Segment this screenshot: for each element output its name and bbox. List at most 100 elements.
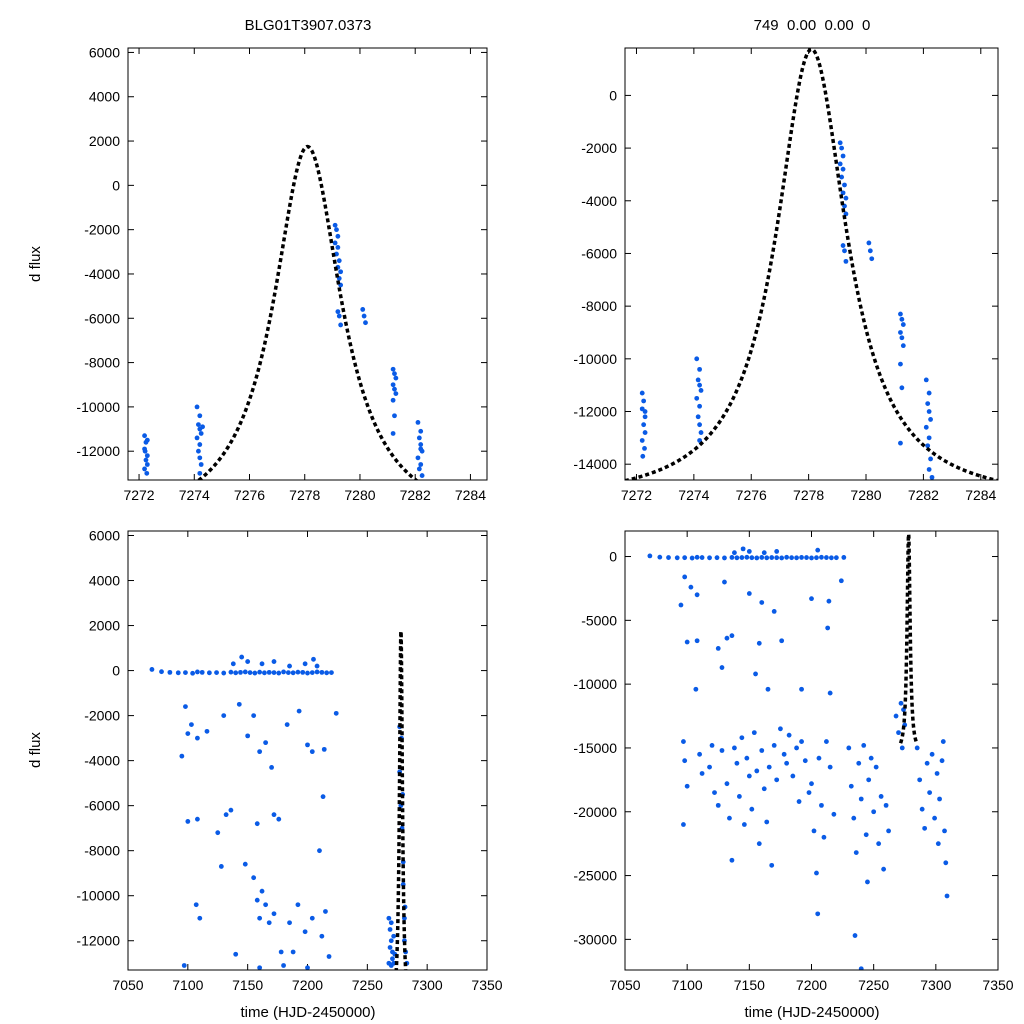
data-point: [415, 420, 421, 425]
data-point: [693, 686, 699, 692]
data-point: [899, 745, 905, 751]
data-point: [695, 377, 701, 383]
y-tick-label: -14000: [573, 456, 617, 472]
data-point: [699, 555, 705, 560]
data-point: [727, 815, 732, 821]
data-point: [335, 309, 341, 315]
data-point: [230, 661, 236, 667]
data-point: [195, 735, 200, 741]
x-tick-label: 7350: [471, 977, 502, 993]
data-point: [769, 555, 775, 560]
data-point: [867, 248, 873, 254]
data-point: [269, 764, 274, 770]
y-tick-label: -10000: [573, 676, 617, 692]
data-point: [642, 414, 648, 420]
data-point: [899, 385, 905, 391]
data-point: [415, 455, 421, 461]
data-point: [142, 448, 148, 454]
data-point: [142, 433, 147, 439]
data-point: [281, 963, 286, 968]
data-point: [689, 555, 695, 561]
data-point: [898, 361, 903, 367]
data-point: [386, 915, 392, 921]
data-point: [741, 822, 747, 827]
data-point: [319, 933, 325, 939]
data-point: [197, 442, 203, 447]
data-point: [684, 639, 690, 645]
data-point: [276, 670, 282, 676]
data-point: [695, 414, 701, 420]
data-point: [175, 670, 181, 676]
data-point: [759, 555, 765, 560]
x-tick-label: 7274: [678, 487, 709, 503]
data-point: [809, 555, 814, 561]
data-point: [314, 663, 320, 669]
data-point: [223, 812, 229, 818]
data-point: [893, 713, 899, 719]
y-axis-label: d flux: [27, 732, 44, 768]
data-point: [837, 161, 843, 167]
x-tick-label: 7200: [292, 977, 323, 993]
data-point: [309, 670, 315, 676]
data-point: [943, 860, 949, 866]
data-point: [926, 390, 932, 396]
y-tick-label: -2000: [581, 140, 617, 156]
plot-frame: [624, 47, 999, 481]
data-point: [746, 591, 752, 596]
data-point: [840, 243, 846, 248]
data-point: [935, 841, 941, 847]
data-point: [257, 965, 263, 970]
data-point: [929, 474, 935, 480]
data-point: [825, 625, 831, 631]
data-point: [317, 848, 322, 854]
data-point: [321, 746, 327, 752]
data-point: [944, 893, 950, 899]
data-point: [694, 592, 700, 598]
data-point: [842, 182, 847, 188]
model-curve: [625, 48, 998, 480]
data-point: [914, 745, 920, 751]
data-point: [764, 819, 770, 825]
data-point: [848, 783, 854, 789]
data-point: [863, 832, 869, 838]
x-tick-label: 7150: [734, 977, 765, 993]
data-point: [923, 377, 929, 383]
data-point: [144, 470, 150, 476]
x-axis-label: time (HJD-2450000): [240, 1004, 375, 1021]
data-point: [259, 888, 265, 894]
x-tick-label: 7150: [232, 977, 263, 993]
data-point: [779, 555, 785, 561]
data-point: [707, 764, 712, 770]
data-point: [732, 550, 737, 556]
y-tick-label: -10000: [573, 351, 617, 367]
data-point: [336, 313, 342, 319]
data-point: [840, 166, 846, 172]
data-point: [167, 669, 173, 675]
data-point: [233, 951, 239, 957]
data-point: [824, 739, 829, 744]
x-tick-label: 7272: [621, 487, 652, 503]
data-point: [878, 794, 884, 799]
y-tick-label: -4000: [84, 266, 120, 282]
data-point: [214, 670, 219, 676]
data-point: [305, 965, 310, 970]
data-point: [926, 409, 932, 414]
data-point: [766, 764, 772, 770]
y-tick-label: -12000: [76, 933, 120, 949]
data-point: [642, 409, 648, 414]
data-point: [390, 397, 396, 403]
data-point: [678, 602, 684, 608]
data-point: [842, 248, 847, 254]
data-point: [749, 806, 755, 812]
y-tick-label: 6000: [89, 528, 120, 544]
data-point: [852, 933, 858, 938]
data-point: [827, 764, 833, 770]
y-tick-label: -10000: [76, 399, 120, 415]
data-point: [778, 726, 783, 732]
data-point: [295, 902, 301, 908]
data-point: [821, 834, 827, 840]
data-point: [715, 646, 721, 651]
data-point: [218, 864, 224, 869]
data-point: [197, 915, 203, 921]
x-tick-label: 7300: [412, 977, 443, 993]
